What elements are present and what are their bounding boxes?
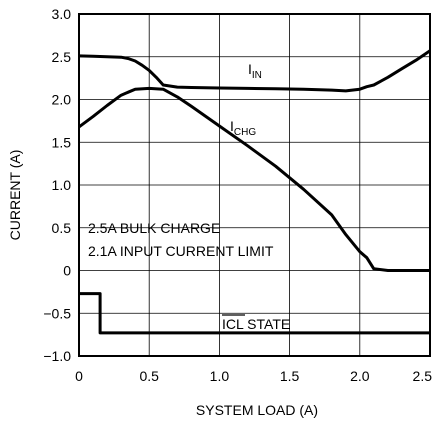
x-tick-label: 2.0: [350, 368, 370, 384]
x-tick-label: 2.5: [413, 368, 433, 384]
series-line-icl-state: [79, 292, 430, 335]
x-axis-title: SYSTEM LOAD (A): [196, 402, 318, 418]
x-tick-label: 1.0: [210, 368, 230, 384]
plot-frame: [78, 13, 431, 357]
y-tick-label: 2.0: [52, 92, 72, 108]
y-tick-label: 2.5: [52, 49, 72, 65]
y-tick-labels: 3.0 2.5 2.0 1.5 1.0 0.5 0 −0.5 −1.0: [43, 6, 71, 364]
x-tick-label: 0.5: [139, 368, 159, 384]
series-line-iin: [78, 49, 431, 93]
y-tick-label: 1.0: [52, 177, 72, 193]
x-tick-labels: 0 0.5 1.0 1.5 2.0 2.5: [75, 368, 432, 384]
y-tick-label: −1.0: [43, 348, 71, 364]
y-tick-label: 0.5: [52, 220, 72, 236]
x-tick-label: 1.5: [280, 368, 300, 384]
annotation-input-current-limit: 2.1A INPUT CURRENT LIMIT: [88, 243, 274, 259]
series-label-icl-state: ICL STATE: [222, 316, 290, 332]
series-label-ichg: ICHG: [230, 118, 256, 138]
y-tick-label: 1.5: [52, 134, 72, 150]
series-lines: [78, 49, 431, 335]
annotation-bulk-charge: 2.5A BULK CHARGE: [88, 220, 220, 236]
icl-overbarred: ICL: [222, 316, 244, 332]
y-tick-label: 3.0: [52, 6, 72, 22]
grid: [79, 14, 430, 356]
x-tick-label: 0: [75, 368, 83, 384]
y-tick-label: −0.5: [43, 305, 71, 321]
series-label-iin: IIN: [248, 61, 262, 81]
series-line-ichg: [78, 86, 430, 272]
y-tick-label: 0: [63, 263, 71, 279]
y-axis-title: CURRENT (A): [7, 150, 23, 241]
